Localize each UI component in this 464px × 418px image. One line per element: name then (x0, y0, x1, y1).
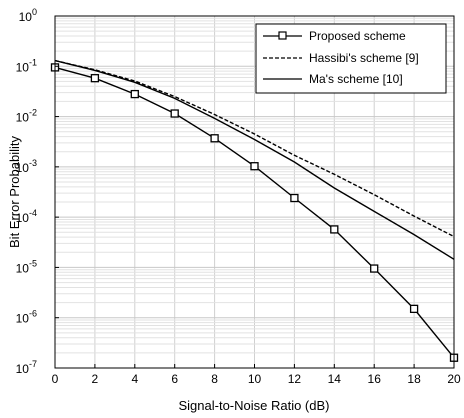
data-point-marker (90, 74, 100, 83)
series-line-2 (54, 59, 455, 260)
x-tick-label: 0 (52, 372, 59, 386)
x-tick-label: 2 (92, 372, 99, 386)
data-point-marker (370, 264, 379, 273)
data-point-marker (250, 162, 259, 171)
data-point-marker (290, 193, 299, 203)
x-tick-labels: 0 2 4 6 8 10 12 14 16 18 20 (52, 364, 461, 386)
y-tick-label: 100 (19, 7, 37, 24)
data-point-marker (210, 134, 219, 143)
y-tick-label: 10-6 (16, 309, 37, 326)
x-tick-label: 14 (328, 372, 342, 386)
x-tick-label: 6 (171, 372, 178, 386)
y-axis-label: Bit Error Probability (7, 136, 22, 248)
data-point-marker (409, 304, 419, 314)
y-tick-label: 10-1 (16, 57, 37, 74)
legend-marker-proposed (278, 31, 287, 40)
y-tick-label: 10-5 (16, 258, 37, 275)
x-tick-label: 18 (407, 372, 421, 386)
x-tick-label: 10 (248, 372, 262, 386)
x-tick-label: 20 (447, 372, 461, 386)
x-tick-label: 16 (368, 372, 382, 386)
data-point-marker (130, 89, 139, 99)
x-tick-label: 12 (288, 372, 302, 386)
x-axis-label: Signal-to-Noise Ratio (dB) (178, 398, 329, 413)
x-tick-label: 4 (131, 372, 138, 386)
legend-label-ma: Ma's scheme [10] (309, 72, 403, 86)
legend-label-proposed: Proposed scheme (309, 29, 406, 43)
series-line-1 (54, 59, 455, 238)
legend-label-hassibi: Hassibi's scheme [9] (309, 51, 419, 65)
y-tick-label: 10-7 (16, 359, 37, 376)
legend: Proposed scheme Hassibi's scheme [9] Ma'… (255, 23, 447, 94)
data-point-marker (170, 109, 179, 118)
x-tick-label: 8 (211, 372, 218, 386)
data-point-marker (330, 225, 339, 234)
y-tick-label: 10-2 (16, 108, 37, 125)
